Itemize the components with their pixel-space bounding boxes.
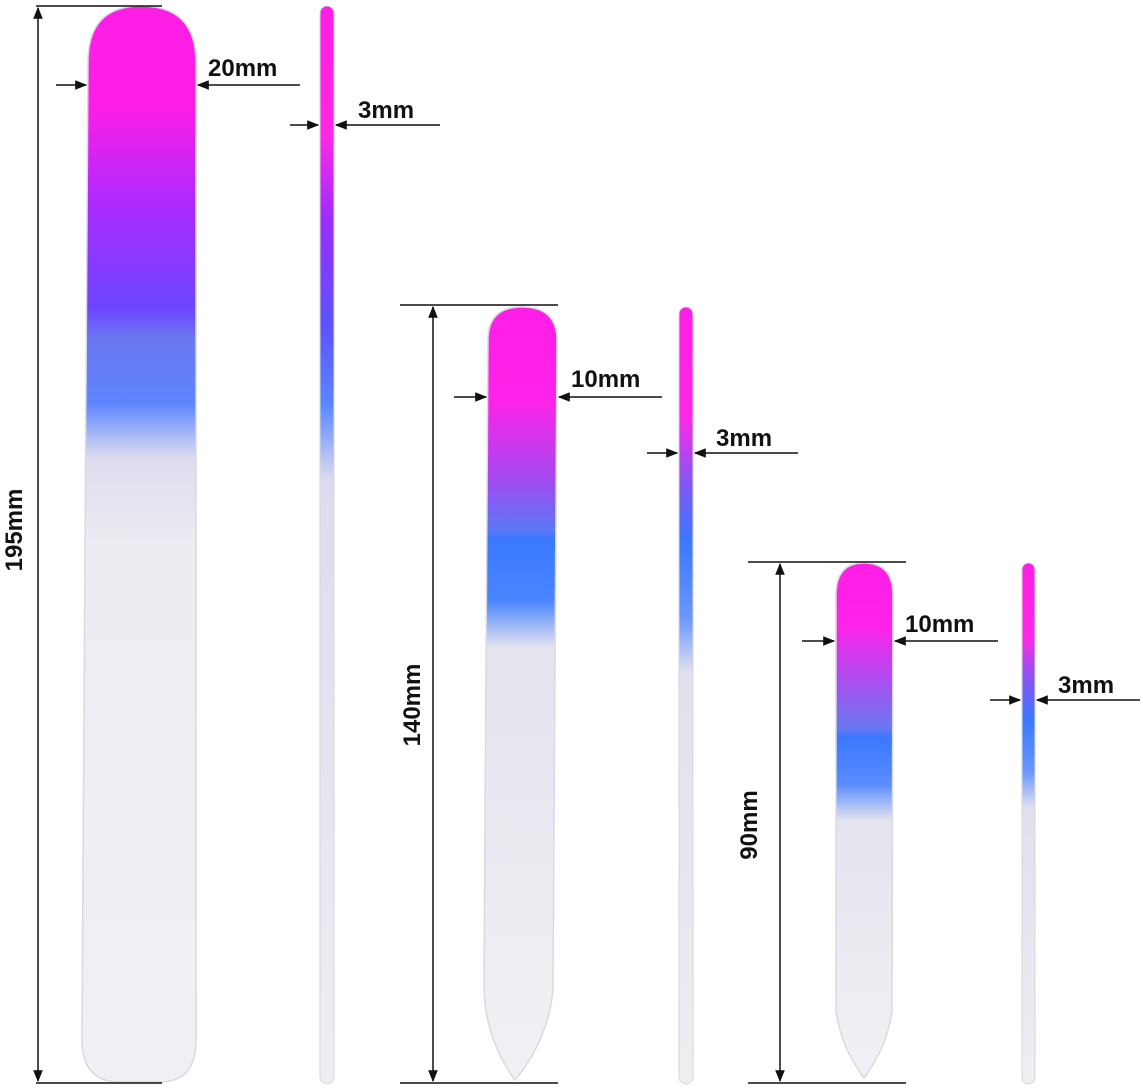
dimension-edge-medium: 3mm (647, 425, 798, 458)
width-label-large: 20mm (208, 55, 277, 82)
dimension-edge-large: 3mm (290, 97, 440, 130)
dimension-width-medium: 10mm (454, 366, 662, 402)
edge-label-large: 3mm (358, 97, 414, 124)
length-label-medium: 140mm (399, 664, 426, 747)
edge-label-small: 3mm (1058, 672, 1114, 699)
file-large-edge (319, 5, 335, 1085)
width-label-small: 10mm (905, 611, 974, 638)
dimension-length-medium: 140mm (399, 304, 558, 1084)
file-small-edge (1021, 562, 1036, 1085)
length-label-large: 195mm (1, 489, 28, 572)
file-medium (483, 306, 558, 1082)
file-medium-body (483, 306, 558, 1082)
file-large (81, 5, 197, 1083)
dimension-length-large: 195mm (1, 5, 162, 1084)
dimension-width-small: 10mm (802, 611, 998, 646)
dimension-width-large: 20mm (56, 55, 300, 90)
length-label-small: 90mm (736, 790, 763, 859)
file-small-body (835, 562, 894, 1080)
width-label-medium: 10mm (571, 366, 640, 393)
dimension-length-small: 90mm (736, 561, 906, 1084)
file-small (835, 562, 894, 1080)
file-large-body (81, 5, 197, 1083)
file-medium-edge (678, 306, 694, 1085)
dimension-edge-small: 3mm (990, 672, 1140, 705)
edge-label-medium: 3mm (716, 425, 772, 452)
